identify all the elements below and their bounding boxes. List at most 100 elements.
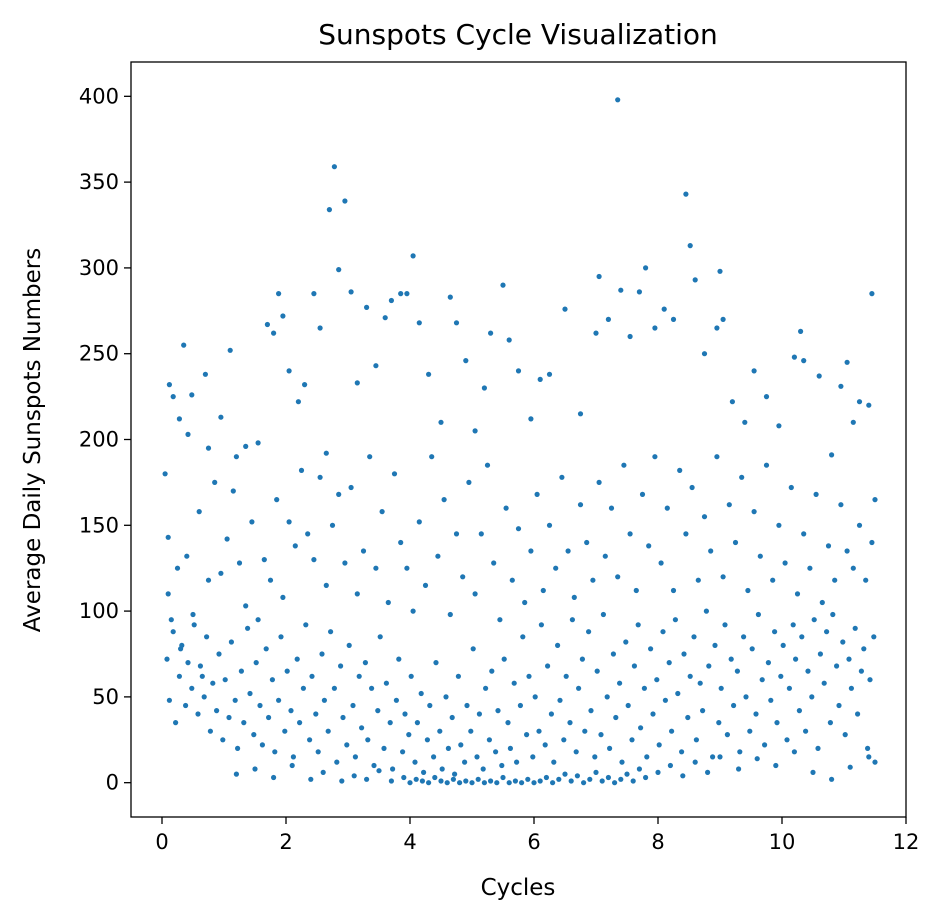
data-point (793, 656, 799, 662)
data-point (844, 359, 850, 365)
data-point (618, 287, 624, 293)
data-point (772, 629, 778, 635)
data-point (774, 720, 780, 726)
data-point (866, 402, 872, 408)
data-point (326, 207, 332, 213)
data-point (494, 780, 500, 786)
data-point (661, 306, 667, 312)
data-point (505, 720, 511, 726)
data-point (488, 778, 494, 784)
data-point (166, 382, 172, 388)
data-point (226, 714, 232, 721)
data-point (670, 316, 677, 322)
data-point (834, 663, 840, 669)
data-point (720, 574, 726, 580)
data-point (759, 677, 765, 683)
data-point (328, 629, 334, 635)
data-point (509, 577, 515, 583)
data-point (592, 754, 598, 760)
data-point (643, 265, 649, 271)
data-point (398, 539, 404, 546)
data-point (546, 522, 553, 528)
data-point (660, 629, 666, 635)
data-point (303, 622, 309, 628)
data-point (813, 491, 819, 497)
data-point (613, 714, 619, 721)
data-point (245, 625, 251, 631)
data-point (204, 634, 210, 640)
data-point (354, 591, 360, 597)
data-point (838, 502, 844, 508)
data-point (515, 526, 522, 532)
data-point (255, 440, 261, 446)
data-point (701, 351, 708, 357)
data-point (443, 694, 449, 700)
data-point (729, 399, 736, 405)
data-point (867, 677, 873, 683)
data-point (264, 321, 270, 328)
data-point (176, 673, 182, 679)
data-point (872, 759, 878, 765)
y-tick-label: 0 (106, 771, 119, 795)
data-point (468, 728, 474, 734)
data-point (700, 708, 706, 714)
data-point (480, 766, 486, 772)
data-point (497, 617, 503, 623)
data-point (402, 711, 408, 717)
data-point (596, 479, 602, 485)
data-point (515, 368, 522, 374)
data-point (599, 778, 605, 784)
data-point (712, 642, 718, 649)
data-point (371, 762, 377, 769)
data-point (416, 320, 422, 326)
data-point (784, 737, 790, 743)
data-point (431, 754, 437, 760)
data-point (714, 325, 720, 331)
data-point (753, 711, 759, 717)
data-point (391, 471, 398, 477)
data-point (540, 587, 546, 594)
data-point (224, 536, 230, 542)
data-point (559, 474, 565, 480)
data-point (546, 371, 553, 377)
data-point (369, 685, 375, 691)
data-point (404, 565, 410, 571)
data-point (858, 668, 865, 674)
data-point (329, 522, 336, 528)
data-point (669, 728, 675, 734)
data-point (757, 553, 763, 559)
data-point (692, 277, 698, 283)
data-point (286, 519, 292, 525)
data-point (658, 560, 664, 566)
data-point (590, 577, 596, 583)
data-point (562, 771, 568, 777)
data-point (388, 778, 394, 784)
data-point (627, 333, 633, 340)
data-point (214, 708, 220, 714)
data-point (548, 711, 555, 717)
data-point (179, 642, 185, 649)
data-point (348, 484, 354, 491)
data-point (604, 694, 610, 700)
data-point (218, 570, 224, 576)
data-point (249, 519, 255, 525)
data-point (722, 622, 728, 628)
data-point (608, 505, 615, 511)
data-point (407, 780, 413, 786)
data-point (185, 660, 191, 666)
data-point (233, 454, 239, 460)
data-point (511, 680, 517, 686)
data-point (617, 680, 623, 686)
data-point (581, 780, 587, 786)
data-point (856, 522, 863, 528)
data-point (311, 291, 317, 297)
data-point (173, 720, 179, 726)
data-point (550, 780, 556, 786)
x-tick-label: 4 (403, 830, 416, 854)
data-point (174, 565, 181, 571)
data-point (778, 673, 784, 679)
data-point (786, 685, 793, 691)
data-point (400, 749, 406, 755)
data-point (202, 371, 208, 377)
